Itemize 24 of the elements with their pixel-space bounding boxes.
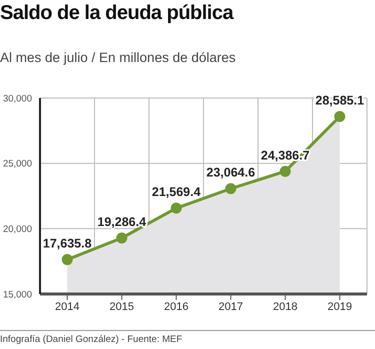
x-tick-label: 2016 [164,300,188,313]
text: 19,286.4 [97,214,146,229]
text: 23,064.6 [206,166,256,180]
y-tick-label: 20,000 [2,224,32,236]
point [334,110,346,122]
x-tick-label: 2015 [110,300,134,313]
point [116,232,128,244]
x-tick-label: 2017 [218,300,243,313]
point [225,183,236,194]
x-tick-label: 2019 [328,300,352,313]
chart-title: Saldo de la deuda pública [0,2,234,25]
text: 28,585.1 [315,93,364,108]
point [280,166,291,177]
y-tick-label: 30,000 [2,93,32,104]
point [62,254,73,266]
y-tick-label: 15,000 [2,289,32,300]
text: 17,635.8 [42,236,92,251]
chart-subtitle: Al mes de julio / En millones de dólares [0,50,236,65]
text: 21,569.4 [152,185,201,200]
point [170,202,182,214]
y-tick-label: 25,000 [2,158,32,170]
text: Infografía (Daniel González) - Fuente: MEF [0,334,182,345]
x-tick-label: 2018 [273,300,298,313]
x-tick-label: 2014 [55,300,80,313]
